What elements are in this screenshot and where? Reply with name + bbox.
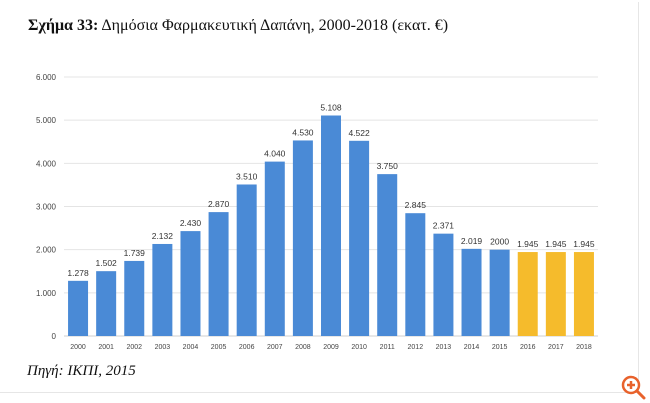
- data-label: 1.945: [573, 239, 595, 249]
- bar-2006: [236, 184, 257, 336]
- x-tick-label: 2015: [492, 344, 508, 351]
- y-tick-label: 6.000: [36, 73, 57, 82]
- data-label: 4.040: [264, 149, 286, 159]
- chart-title: Σχήμα 33: Δημόσια Φαρμακευτική Δαπάνη, 2…: [28, 17, 448, 35]
- bar-2008: [292, 140, 313, 336]
- x-tick-label: 2008: [295, 344, 311, 351]
- data-label: 2.132: [152, 231, 174, 241]
- figure-card: [0, 2, 639, 393]
- bar-2000: [68, 280, 89, 336]
- data-label: 2.870: [208, 199, 230, 209]
- source-note: Πηγή: ΙΚΠΙ, 2015: [27, 363, 136, 379]
- x-tick-label: 2012: [408, 344, 424, 351]
- title-text: Δημόσια Φαρμακευτική Δαπάνη, 2000-2018 (…: [101, 17, 449, 34]
- data-label: 1.739: [124, 248, 146, 258]
- x-tick-label: 2010: [351, 344, 367, 351]
- data-label: 1.502: [96, 258, 118, 268]
- x-tick-label: 2013: [436, 344, 452, 351]
- bar-2011: [377, 174, 398, 336]
- y-tick-label: 0: [52, 332, 57, 341]
- data-label: 2.430: [180, 218, 202, 228]
- data-label: 1.945: [545, 239, 567, 249]
- bar-2016: [517, 252, 538, 336]
- data-label: 1.278: [67, 268, 89, 278]
- x-tick-label: 2016: [520, 344, 536, 351]
- bar-2001: [96, 271, 117, 336]
- data-label: 1.945: [517, 239, 539, 249]
- x-tick-label: 2017: [548, 344, 564, 351]
- bar-2012: [405, 213, 426, 336]
- bar-2014: [461, 248, 482, 336]
- data-label: 2000: [490, 237, 509, 247]
- y-tick-label: 2.000: [36, 246, 57, 255]
- x-tick-label: 2014: [464, 344, 480, 351]
- x-tick-label: 2001: [98, 344, 114, 351]
- x-tick-label: 2007: [267, 344, 283, 351]
- zoom-in-icon[interactable]: [620, 374, 646, 400]
- x-tick-label: 2004: [183, 344, 199, 351]
- x-tick-label: 2018: [576, 344, 592, 351]
- y-tick-label: 5.000: [36, 116, 57, 125]
- y-tick-label: 1.000: [36, 289, 57, 298]
- bar-2010: [349, 140, 370, 336]
- data-label: 4.522: [348, 128, 370, 138]
- figure-number: Σχήμα 33:: [28, 17, 99, 34]
- bar-2003: [152, 243, 173, 336]
- data-label: 5.108: [320, 103, 342, 113]
- x-tick-label: 2000: [70, 344, 86, 351]
- x-tick-label: 2002: [126, 344, 142, 351]
- data-label: 4.530: [292, 127, 314, 137]
- x-tick-label: 2003: [155, 344, 171, 351]
- bar-2009: [321, 115, 341, 336]
- bar-2018: [573, 252, 594, 336]
- data-label: 3.750: [377, 161, 399, 171]
- bar-2017: [545, 252, 566, 336]
- bar-2005: [208, 212, 229, 336]
- bar-2007: [264, 161, 285, 336]
- y-tick-label: 4.000: [36, 159, 57, 168]
- x-tick-label: 2009: [323, 344, 339, 351]
- bar-2013: [433, 233, 454, 336]
- y-tick-label: 3.000: [36, 203, 57, 212]
- x-tick-label: 2005: [211, 344, 227, 351]
- data-label: 2.019: [461, 236, 483, 246]
- bar-2004: [180, 231, 201, 336]
- x-tick-label: 2006: [239, 344, 255, 351]
- bar-2002: [124, 260, 145, 336]
- x-tick-label: 2011: [380, 344, 395, 351]
- data-label: 3.510: [236, 171, 258, 181]
- bar-2015: [489, 249, 510, 336]
- data-label: 2.371: [433, 221, 455, 231]
- data-label: 2.845: [405, 200, 427, 210]
